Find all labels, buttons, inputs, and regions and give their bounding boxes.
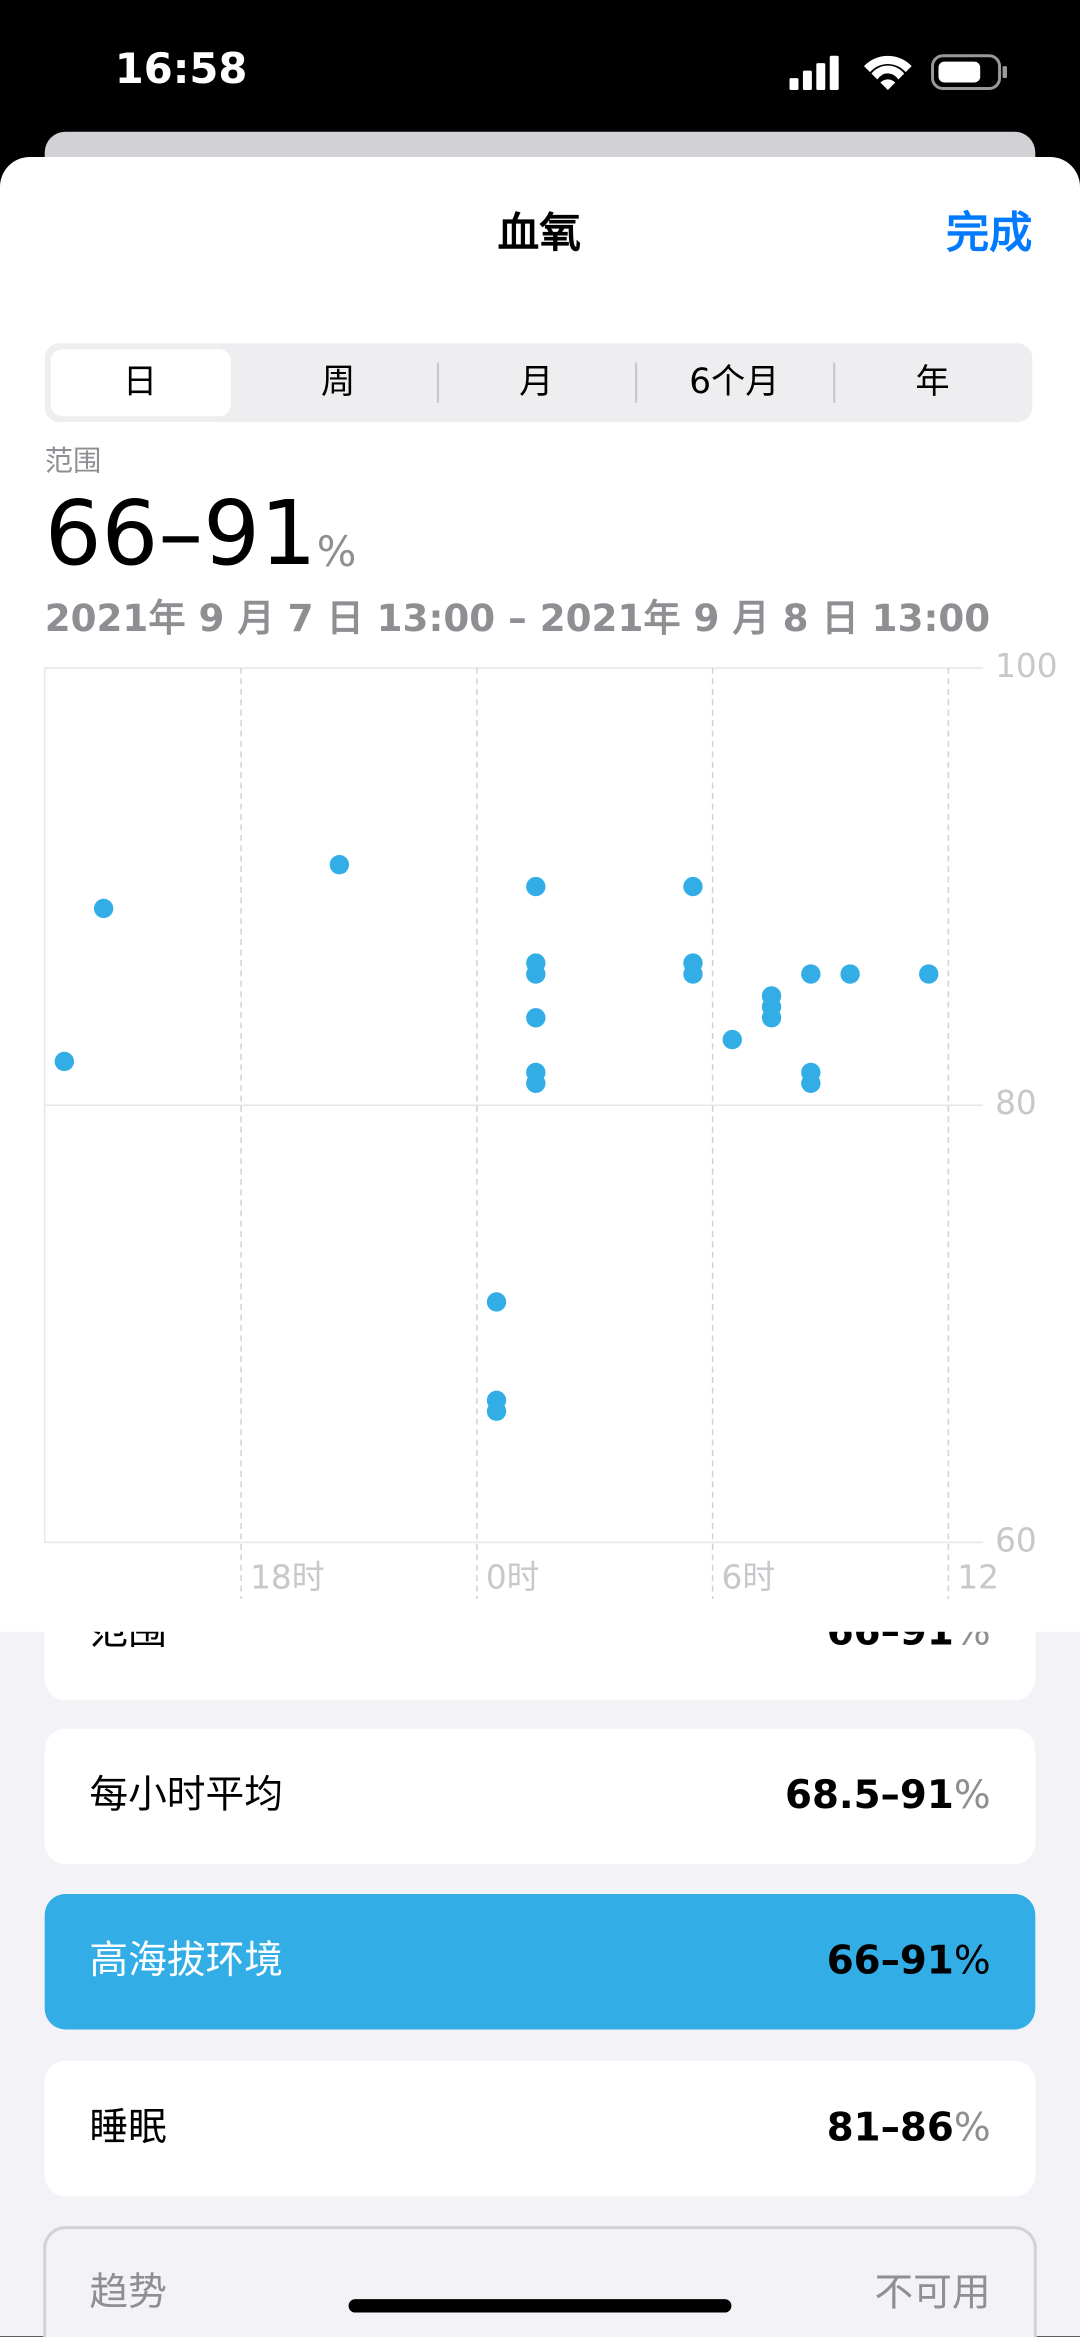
- data-point: [329, 855, 350, 875]
- chart: 60 80 100 18时 0时 6时 12: [43, 647, 1058, 1600]
- home-indicator: [348, 2299, 732, 2313]
- row-value: 66–91%: [827, 1938, 991, 1983]
- row-label: 每小时平均: [89, 1773, 283, 1818]
- row-label: 高海拔环境: [89, 1938, 283, 1983]
- row-unit: %: [954, 1773, 991, 1818]
- data-point: [526, 1073, 546, 1094]
- data-point: [54, 1051, 75, 1072]
- row-value: 68.5–91%: [785, 1773, 991, 1818]
- data-point: [486, 1292, 507, 1312]
- title: 血氧: [498, 208, 581, 257]
- segment-label[interactable]: 周: [321, 362, 355, 402]
- segment-label[interactable]: 月: [519, 362, 553, 402]
- date-range: 2021年 9 月 7 日 13:00 – 2021年 9 月 8 日 13:0…: [45, 596, 991, 640]
- row[interactable]: [44, 1728, 1036, 1865]
- row[interactable]: [43, 2226, 1037, 2337]
- data-point: [801, 964, 821, 984]
- segmented-control: [44, 343, 1033, 423]
- data-point: [761, 1008, 782, 1028]
- segment-selected: [50, 349, 231, 417]
- x-tick-label: 12: [957, 1559, 999, 1597]
- row-label: 睡眠: [89, 2105, 166, 2150]
- data-point: [526, 964, 546, 984]
- summary-range: 66–91: [45, 482, 317, 586]
- done-button[interactable]: 完成: [946, 208, 1032, 258]
- data-point: [919, 964, 939, 984]
- data-point: [683, 876, 703, 897]
- summary-unit: %: [317, 527, 357, 576]
- status-icons: [789, 54, 1008, 90]
- data-point: [93, 898, 114, 919]
- segment-label[interactable]: 日: [123, 362, 157, 402]
- data-point: [801, 1073, 821, 1094]
- x-tick-label: 6时: [722, 1559, 776, 1597]
- row-label: 趋势: [89, 2270, 166, 2315]
- data-point: [526, 876, 546, 897]
- row-range: 81–86: [827, 2105, 954, 2150]
- status-time: 16:58: [115, 44, 248, 93]
- row-range: 68.5–91: [785, 1773, 954, 1818]
- y-tick-label: 60: [995, 1521, 1037, 1559]
- row-unit: %: [954, 1938, 991, 1983]
- segment-dividers: [436, 362, 836, 403]
- row-unit: %: [954, 2105, 991, 2150]
- segment-label[interactable]: 年: [915, 362, 949, 402]
- data-point: [722, 1029, 742, 1050]
- y-tick-label: 80: [995, 1084, 1037, 1122]
- x-tick-label: 18时: [250, 1559, 324, 1597]
- row-range: 66–91: [827, 1938, 954, 1983]
- data-point: [683, 964, 703, 984]
- x-tick-label: 0时: [486, 1559, 540, 1597]
- data-point: [486, 1401, 507, 1421]
- segment-label[interactable]: 6个月: [689, 362, 779, 402]
- data-point: [526, 1008, 546, 1028]
- row-value: 不可用: [874, 2270, 990, 2315]
- row[interactable]: [44, 2060, 1036, 2197]
- summary-value: 66–91%: [45, 482, 357, 586]
- row[interactable]: [44, 1893, 1036, 2030]
- summary-label: 范围: [45, 444, 102, 477]
- y-tick-label: 100: [995, 647, 1058, 685]
- segments: 日 周 月 6个月 年: [123, 362, 950, 402]
- row-range: 不可用: [874, 2270, 990, 2315]
- data-point: [840, 964, 860, 984]
- row-value: 81–86%: [827, 2105, 991, 2150]
